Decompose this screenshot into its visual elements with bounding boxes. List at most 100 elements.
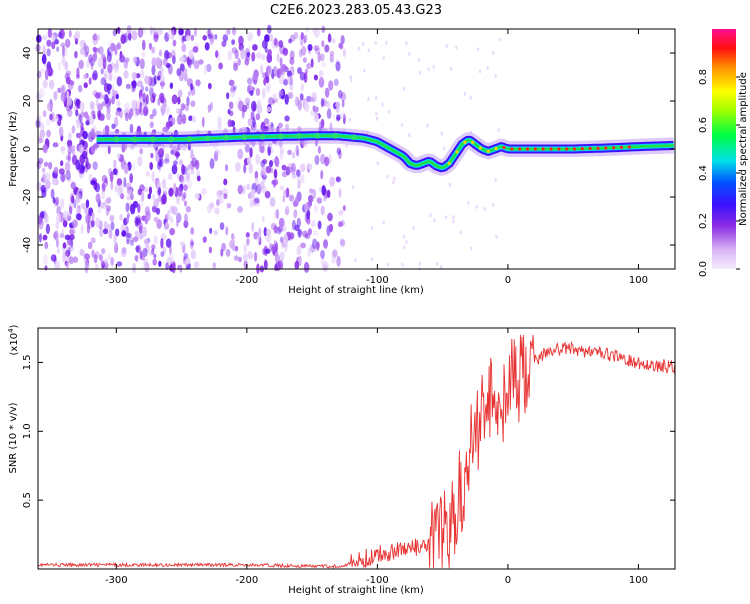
spectrogram-noise-cell <box>48 79 55 90</box>
spectrogram-noise-cell <box>95 97 99 108</box>
spectrogram-noise-cell <box>262 88 266 99</box>
spectrogram-noise-cell <box>84 206 89 215</box>
spectrogram-noise-cell <box>137 188 143 196</box>
spectrogram-noise-cell <box>113 234 117 245</box>
spectrogram-x-tick-label: -100 <box>366 275 389 286</box>
spectrogram-noise-cell <box>56 205 61 216</box>
snr-x-label: Height of straight line (km) <box>288 585 424 596</box>
spectrogram-noise-cell <box>193 261 200 269</box>
colorbar-tick-label: 0.4 <box>698 165 709 181</box>
spectrogram-noise-cell <box>145 94 149 105</box>
spectrogram-noise-cell <box>323 195 327 202</box>
spectrogram-noise-cell <box>108 229 113 239</box>
spectrogram-noise-cell <box>294 96 300 107</box>
spectrogram-noise-cell <box>134 230 140 237</box>
spectrogram-noise-cell <box>247 193 252 200</box>
ridge-peak-dot <box>478 146 483 150</box>
spectrogram-noise-cell <box>157 97 161 106</box>
spectrogram-noise-cell <box>39 88 45 99</box>
spectrogram-noise-cell <box>444 215 448 220</box>
spectrogram-noise-cell <box>41 34 48 41</box>
spectrogram-noise-cell <box>171 205 178 216</box>
spectrogram-noise-cell <box>266 106 272 113</box>
spectrogram-noise-cell <box>114 241 119 249</box>
spectrogram-noise-cell <box>296 126 302 133</box>
spectrogram-noise-cell <box>259 181 265 190</box>
spectrogram-noise-cell <box>329 122 333 133</box>
spectrogram-noise-cell <box>114 228 120 237</box>
spectrogram-noise-cell <box>111 89 116 100</box>
spectrogram-noise-cell <box>387 109 390 114</box>
spectrogram-noise-cell <box>135 254 139 263</box>
spectrogram-noise-cell <box>281 164 287 171</box>
spectrogram-noise-cell <box>93 142 98 151</box>
spectrogram-noise-cell <box>311 238 318 249</box>
spectrogram-noise-cell <box>102 228 109 235</box>
spectrogram-noise-cell <box>189 83 194 91</box>
spectrogram-noise-cell <box>168 244 172 255</box>
spectrogram-noise-cell <box>101 174 108 184</box>
ridge-peak-dot <box>572 147 577 151</box>
spectrogram-noise-cell <box>150 152 154 159</box>
ridge-blob <box>113 136 120 143</box>
spectrogram-noise-cell <box>172 39 177 47</box>
snr-x-tick-label: -100 <box>366 575 389 586</box>
spectrogram-noise-cell <box>91 212 95 221</box>
spectrogram-noise-cell <box>311 92 318 103</box>
spectrogram-noise-cell <box>71 219 78 228</box>
spectrogram-noise-cell <box>193 60 200 70</box>
spectrogram-noise-cell <box>452 215 455 220</box>
spectrogram-noise-cell <box>39 68 46 74</box>
spectrogram-noise-cell <box>214 207 220 215</box>
spectrogram-noise-cell <box>313 204 318 214</box>
spectrogram-y-tick-label: -20 <box>22 189 33 205</box>
spectrogram-noise-cell <box>316 241 320 251</box>
ridge-inner <box>96 134 674 169</box>
spectrogram-noise-cell <box>310 58 314 68</box>
spectrogram-noise-cell <box>66 90 70 98</box>
spectrogram-noise-cell <box>131 30 138 41</box>
spectrogram-noise-cell <box>35 115 42 122</box>
spectrogram-noise-cell <box>142 92 146 103</box>
spectrogram-noise-cell <box>175 212 182 223</box>
spectrogram-noise-cell <box>285 187 290 198</box>
spectrogram-noise-cell <box>297 228 302 238</box>
spectrogram-noise-cell <box>320 205 325 216</box>
spectrogram-noise-cell <box>226 202 232 209</box>
spectrogram-noise-cell <box>148 42 153 50</box>
spectrogram-noise-cell <box>51 34 56 42</box>
spectrogram-noise-cell <box>68 245 75 252</box>
spectrogram-noise-cell <box>214 148 221 156</box>
spectrogram-noise-cell <box>302 230 309 238</box>
spectrogram-noise-cell <box>188 49 194 60</box>
spectrogram-noise-cell <box>111 123 116 130</box>
spectrogram-noise-cell <box>266 82 272 93</box>
spectrogram-y-tick-label: 0 <box>22 146 33 152</box>
spectrogram-noise-cell <box>99 254 103 262</box>
snr-y-tick-label: 1.5 <box>22 354 33 370</box>
spectrogram-noise-cell <box>90 237 96 244</box>
spectrogram-noise-cell <box>313 112 319 123</box>
spectrogram-noise-cell <box>302 57 307 64</box>
spectrogram-noise-cell <box>71 195 75 204</box>
spectrogram-noise-cell <box>175 108 181 115</box>
spectrogram-noise-cell <box>68 29 72 38</box>
spectrogram-noise-cell <box>326 108 332 120</box>
spectrogram-noise-cell <box>75 192 81 203</box>
spectrogram-noise-cell <box>81 150 88 160</box>
spectrogram-noise-cell <box>357 46 361 51</box>
spectrogram-noise-cell <box>148 250 154 256</box>
spectrogram-noise-cell <box>126 187 133 195</box>
spectrogram-noise-cell <box>129 123 134 134</box>
spectrogram-noise-cell <box>135 244 142 254</box>
spectrogram-noise-cell <box>371 226 374 231</box>
spectrogram-noise-cell <box>116 42 122 50</box>
ridge-blob <box>222 134 229 141</box>
spectrogram-noise-cell <box>142 247 148 257</box>
ridge-blob <box>350 134 357 141</box>
ridge-peak-dot <box>549 147 553 151</box>
spectrogram-noise-cell <box>176 186 183 197</box>
spectrogram-noise-cell <box>338 150 342 159</box>
spectrogram-noise-cell <box>116 76 123 87</box>
